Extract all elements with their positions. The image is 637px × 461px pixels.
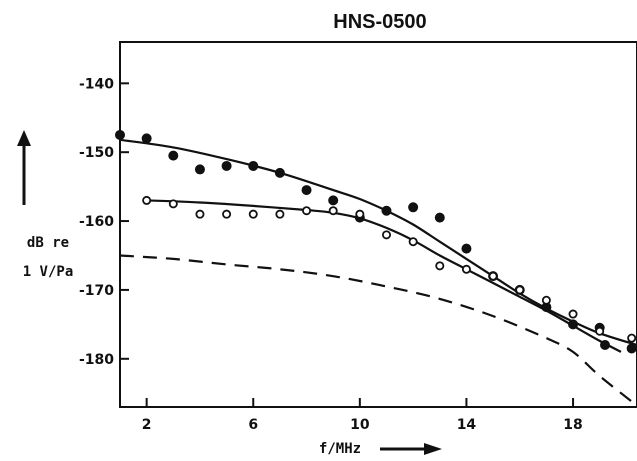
y-axis-label-line-2: 1 V/Pa [23,264,74,280]
x-tick-label: 14 [457,417,477,433]
open-data-point [381,230,391,240]
filled-data-point [115,129,125,140]
dashed-curve [119,254,635,405]
filled-data-point [248,160,259,171]
fitted-curves [119,138,637,405]
y-tick-label: -180 [79,352,114,368]
open-data-point [302,206,312,216]
plot-frame [119,41,637,408]
x-tick-label: 2 [142,417,152,433]
y-tick-label: -160 [79,214,114,230]
filled-data-point [141,133,152,144]
y-tick-label: -150 [79,145,114,161]
open-data-point [195,209,205,219]
y-tick-label: -140 [79,76,114,92]
chart-title: HNS-0500 [333,11,426,33]
y-axis: -140 -150 -160 -170 -180 [79,76,129,368]
filled-data-point [600,340,611,351]
data-points [115,129,637,354]
filled-data-point [274,167,285,178]
open-data-point [328,206,338,216]
filled-data-point [568,319,579,330]
x-axis-label-text: f/MHz [319,441,361,457]
filled-data-point [408,202,419,213]
open-data-point [275,209,285,219]
open-data-point [488,271,498,281]
open-data-point [168,199,178,209]
fit-curve-2 [146,199,622,353]
open-data-point [568,309,578,319]
x-tick-label: 18 [563,417,582,433]
filled-data-point [168,150,179,161]
y-axis-arrow-head [17,130,31,146]
open-data-point [461,264,471,274]
filled-data-point [381,205,392,216]
open-data-point [355,209,365,219]
open-data-point [435,261,445,271]
filled-data-point [301,185,312,196]
filled-data-point [221,160,232,171]
x-axis-label: f/MHz [319,441,442,457]
open-data-point [408,237,418,247]
open-data-point [595,326,605,336]
filled-data-point [434,212,445,223]
open-data-point [515,285,525,295]
open-data-point [222,209,232,219]
open-data-point [627,333,637,343]
y-axis-label: dB re 1 V/Pa [17,130,73,280]
filled-data-point [194,164,205,175]
x-tick-label: 6 [248,417,258,433]
filled-data-point [328,195,339,206]
open-data-point [248,209,258,219]
x-tick-label: 10 [350,417,370,433]
y-axis-label-line-1: dB re [27,235,69,251]
open-data-point [142,195,152,205]
y-tick-label: -170 [79,283,114,299]
x-axis: 2 6 10 14 18 [142,398,583,433]
filled-data-point [626,343,637,354]
x-axis-arrow-head [424,443,442,455]
filled-data-point [461,243,472,254]
open-data-point [541,295,551,305]
